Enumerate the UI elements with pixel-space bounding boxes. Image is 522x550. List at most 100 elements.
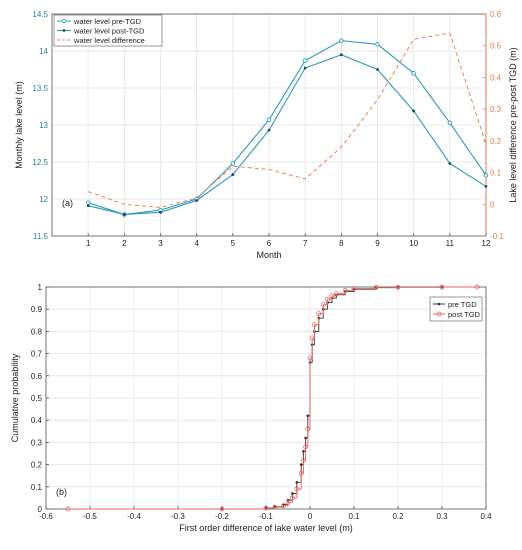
data-point	[289, 495, 295, 501]
y2-tick-label: 0.4	[490, 73, 502, 82]
y-tick-label: 0.5	[31, 394, 43, 403]
data-point	[474, 284, 480, 290]
legend-label: water level difference	[73, 36, 145, 45]
x-tick-label: 6	[267, 239, 272, 248]
data-point	[339, 53, 343, 57]
series-line	[88, 32, 487, 208]
x-tick-label: 2	[122, 239, 127, 248]
x-tick-label: 8	[339, 239, 344, 248]
data-point	[305, 426, 311, 432]
x-tick-label: -0.2	[215, 512, 229, 521]
data-point	[295, 481, 299, 484]
y2-tick-label: -0.1	[490, 232, 504, 241]
y2-axis-label: Lake level difference pre-post TGD (m)	[508, 47, 518, 202]
y-tick-label: 0.1	[31, 483, 43, 492]
data-point	[281, 503, 287, 509]
data-point	[329, 293, 335, 299]
legend-marker	[436, 311, 442, 317]
y-tick-label: 0	[38, 505, 43, 514]
data-point	[231, 173, 235, 176]
y2-tick-label: 0.5	[490, 42, 502, 51]
x-tick-label: 0.2	[392, 512, 404, 521]
data-point	[303, 66, 307, 70]
y-tick-label: 0.3	[31, 438, 43, 447]
legend-box	[429, 296, 483, 322]
series-line	[88, 54, 487, 216]
x-tick-label: 1	[86, 239, 91, 248]
data-point	[159, 210, 162, 214]
data-point	[263, 505, 269, 511]
x-tick-label: 0	[308, 512, 313, 521]
legend-label: water level pre-TGD	[73, 17, 142, 26]
data-point	[85, 200, 91, 205]
y-tick-label: 14	[39, 47, 48, 56]
x-tick-label: 11	[446, 239, 455, 248]
legend-marker	[62, 29, 66, 32]
data-point	[285, 499, 291, 505]
data-point	[309, 335, 315, 341]
x-tick-label: 0.3	[436, 512, 448, 521]
panel-label: (a)	[62, 198, 73, 208]
y-tick-label: 14.5	[32, 10, 48, 19]
panel-label: (b)	[56, 487, 67, 497]
x-tick-label: 7	[303, 239, 308, 248]
data-point	[333, 291, 339, 297]
data-point	[122, 213, 126, 216]
data-point	[302, 58, 308, 63]
data-point	[299, 463, 303, 466]
legend-label: post TGD	[448, 310, 481, 319]
y2-tick-label: 0.1	[490, 169, 502, 178]
y-tick-label: 0.8	[31, 327, 43, 336]
y-axis-label: Monthly lake level (m)	[14, 81, 24, 169]
y2-tick-label: 0.6	[490, 10, 502, 19]
data-point	[195, 199, 199, 202]
legend-box	[53, 14, 163, 47]
data-point	[267, 128, 271, 132]
data-point	[373, 284, 379, 290]
legend-label: pre TGD	[448, 300, 477, 309]
y-axis-label: Cumulative probability	[10, 353, 20, 442]
data-point	[298, 471, 304, 476]
x-tick-label: 0.1	[348, 512, 360, 521]
series-line	[87, 40, 487, 216]
data-point	[342, 287, 348, 293]
y-tick-label: 0.4	[31, 416, 43, 425]
y2-tick-label: 0.3	[490, 105, 502, 114]
y-tick-label: 0.7	[31, 350, 43, 359]
x-tick-label: 12	[482, 239, 491, 248]
y-tick-label: 13	[39, 121, 48, 130]
data-point	[411, 70, 416, 76]
panel-b: -0.6 -0.5 -0.4 -0.3 -0.2 -0.1 0 0.1 0.2 0.3 0.4 0 0.…	[10, 283, 492, 533]
data-point	[395, 284, 401, 290]
data-point	[65, 506, 71, 512]
x-tick-label: -0.4	[127, 512, 141, 521]
x-tick-label: -0.5	[83, 512, 97, 521]
x-tick-label: -0.6	[39, 512, 53, 521]
data-point	[230, 161, 236, 166]
x-tick-label: 3	[158, 239, 163, 248]
data-point	[300, 457, 306, 463]
data-point	[291, 492, 294, 495]
data-point	[306, 414, 310, 418]
y-tick-label: 11.5	[33, 232, 49, 241]
data-point	[448, 162, 452, 165]
x-axis-label: First order difference of lake water lev…	[179, 523, 352, 533]
data-point	[325, 296, 331, 302]
x-tick-label: -0.1	[259, 512, 273, 521]
legend-label: water level post-TGD	[73, 26, 145, 35]
x-tick-label: -0.3	[171, 512, 185, 521]
data-point	[266, 117, 272, 123]
data-point	[351, 286, 357, 292]
data-point	[320, 302, 326, 308]
data-point	[303, 444, 309, 450]
data-point	[439, 284, 445, 290]
x-tick-label: 5	[231, 239, 236, 248]
x-tick-label: 9	[375, 239, 380, 248]
y-tick-label: 12.5	[32, 158, 48, 167]
y2-tick-label: 0.2	[490, 137, 502, 146]
data-point	[376, 68, 379, 71]
data-point	[483, 173, 489, 178]
data-point	[412, 109, 416, 113]
series-line	[222, 286, 443, 510]
